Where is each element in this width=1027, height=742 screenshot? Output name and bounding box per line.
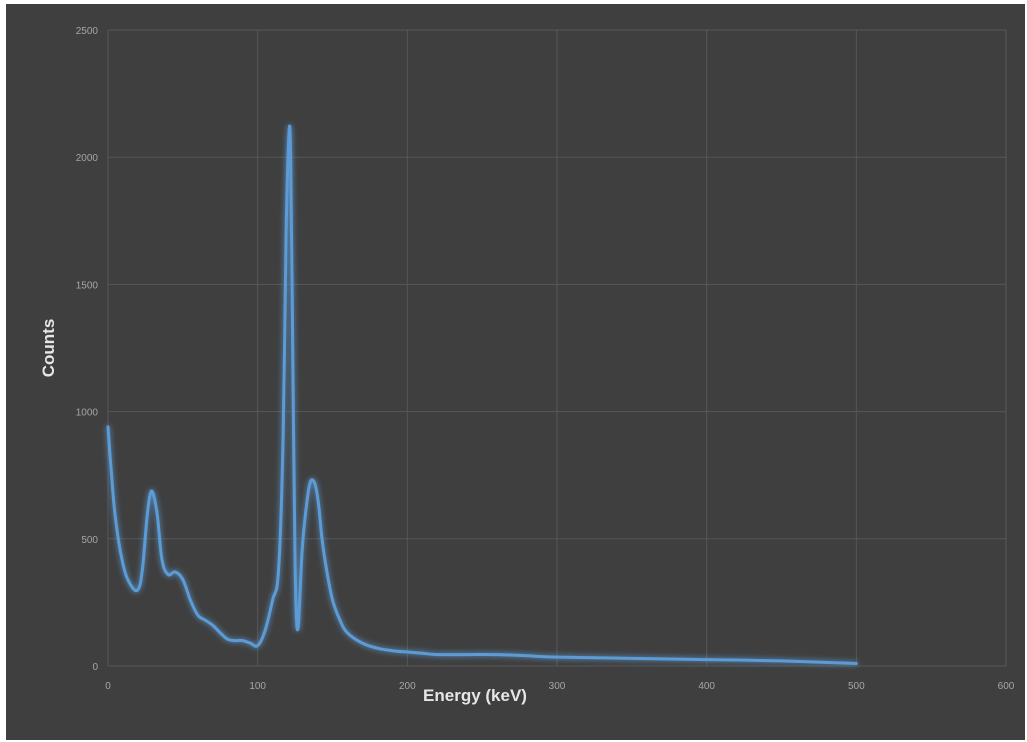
y-tick-label: 0	[92, 662, 98, 673]
y-tick-label: 500	[81, 535, 98, 546]
spectrum-chart: 0 100 200 300 400 500 600 0 500 1000 1500 2000 2500…	[39, 26, 1015, 705]
x-tick-label: 400	[698, 681, 715, 692]
x-tick-label: 500	[848, 681, 865, 692]
y-tick-label: 1500	[76, 280, 99, 291]
y-tick-label: 2000	[76, 153, 99, 164]
y-axis-title: Counts	[39, 319, 58, 378]
series-layer	[106, 124, 858, 665]
spectrum-series-line	[106, 124, 858, 665]
y-tick-label: 2500	[76, 26, 99, 37]
grid	[107, 29, 1007, 667]
y-axis-ticks: 0 500 1000 1500 2000 2500	[76, 26, 99, 673]
x-axis-ticks: 0 100 200 300 400 500 600	[105, 681, 1015, 692]
y-tick-label: 1000	[76, 408, 99, 419]
x-tick-label: 100	[249, 681, 266, 692]
x-tick-label: 600	[998, 681, 1015, 692]
x-tick-label: 0	[105, 681, 111, 692]
x-tick-label: 300	[549, 681, 566, 692]
chart-frame: 0 100 200 300 400 500 600 0 500 1000 1500 2000 2500…	[6, 4, 1025, 740]
x-axis-title: Energy (keV)	[423, 686, 527, 705]
x-tick-label: 200	[399, 681, 416, 692]
